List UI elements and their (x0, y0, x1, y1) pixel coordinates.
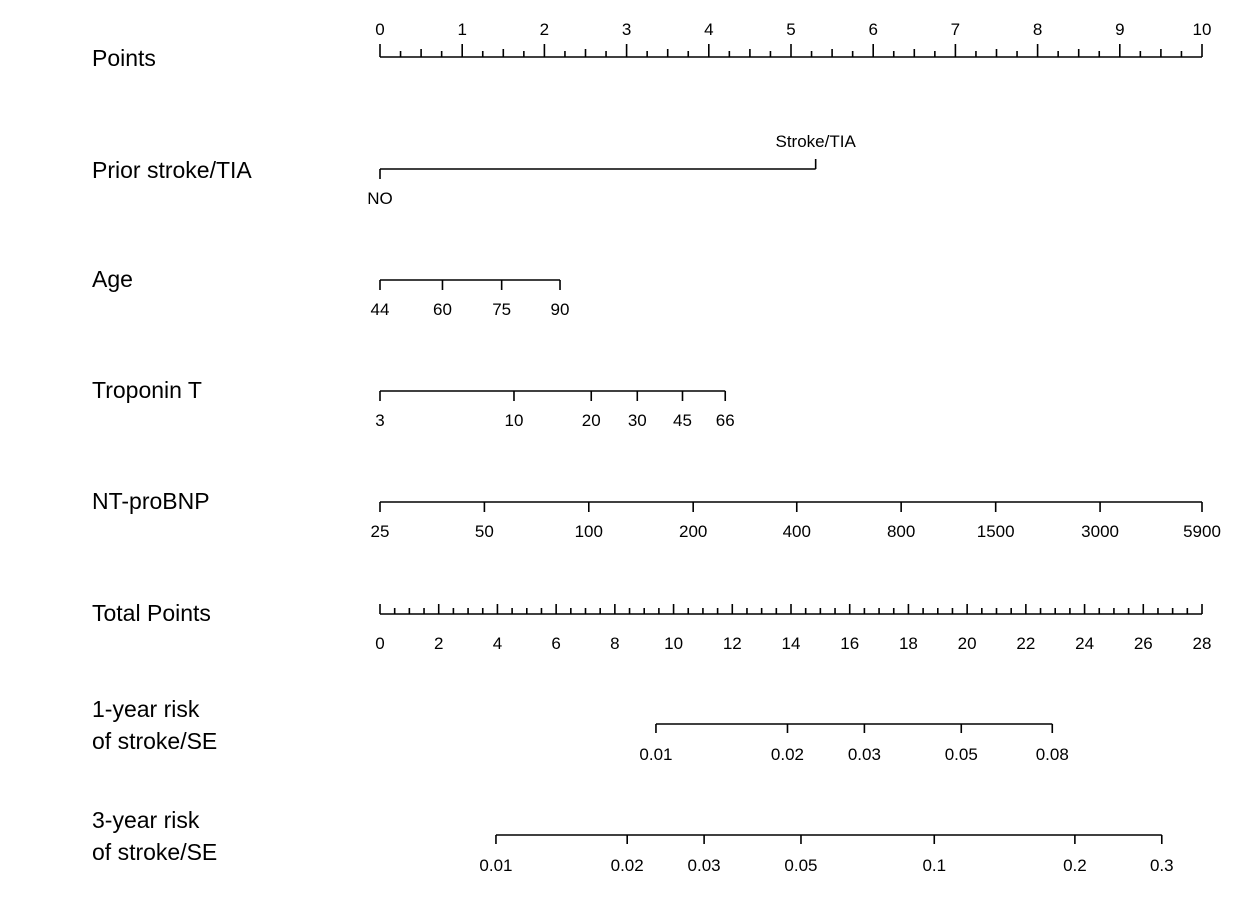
points-tick-label: 9 (1115, 20, 1124, 39)
ntprobnp-tick-label: 800 (887, 522, 915, 541)
row-label-troponin: Troponin T (92, 377, 202, 403)
total-tick-label: 4 (493, 634, 502, 653)
troponin-tick-label: 45 (673, 411, 692, 430)
troponin-tick-label: 30 (628, 411, 647, 430)
row-label-risk3: 3-year risk (92, 807, 200, 833)
points-tick-label: 4 (704, 20, 713, 39)
total-tick-label: 10 (664, 634, 683, 653)
total-tick-label: 0 (375, 634, 384, 653)
points-tick-label: 0 (375, 20, 384, 39)
ntprobnp-tick-label: 1500 (977, 522, 1015, 541)
risk1-tick-label: 0.02 (771, 745, 804, 764)
age-tick-label: 75 (492, 300, 511, 319)
total-tick-label: 12 (723, 634, 742, 653)
total-tick-label: 8 (610, 634, 619, 653)
risk3-tick-label: 0.1 (922, 856, 946, 875)
risk3-tick-label: 0.2 (1063, 856, 1087, 875)
row-label-risk3: of stroke/SE (92, 839, 217, 865)
troponin-tick-label: 66 (716, 411, 735, 430)
points-tick-label: 6 (868, 20, 877, 39)
age-tick-label: 60 (433, 300, 452, 319)
row-label-total: Total Points (92, 600, 211, 626)
age-tick-label: 90 (551, 300, 570, 319)
total-tick-label: 28 (1193, 634, 1212, 653)
points-tick-label: 1 (457, 20, 466, 39)
total-tick-label: 20 (958, 634, 977, 653)
ntprobnp-tick-label: 100 (575, 522, 603, 541)
risk3-tick-label: 0.03 (688, 856, 721, 875)
total-tick-label: 16 (840, 634, 859, 653)
points-tick-label: 8 (1033, 20, 1042, 39)
total-tick-label: 14 (782, 634, 801, 653)
risk1-tick-label: 0.08 (1036, 745, 1069, 764)
ntprobnp-tick-label: 5900 (1183, 522, 1221, 541)
total-tick-label: 24 (1075, 634, 1094, 653)
row-label-prior_stroke: Prior stroke/TIA (92, 157, 252, 183)
ntprobnp-tick-label: 200 (679, 522, 707, 541)
troponin-tick-label: 10 (505, 411, 524, 430)
ntprobnp-tick-label: 25 (371, 522, 390, 541)
points-tick-label: 10 (1193, 20, 1212, 39)
row-label-risk1: 1-year risk (92, 696, 200, 722)
risk1-tick-label: 0.05 (945, 745, 978, 764)
prior-stroke-category-label: NO (367, 189, 393, 208)
total-tick-label: 26 (1134, 634, 1153, 653)
risk1-tick-label: 0.03 (848, 745, 881, 764)
risk1-tick-label: 0.01 (639, 745, 672, 764)
risk3-tick-label: 0.3 (1150, 856, 1174, 875)
troponin-tick-label: 3 (375, 411, 384, 430)
row-label-points: Points (92, 45, 156, 71)
ntprobnp-tick-label: 3000 (1081, 522, 1119, 541)
row-label-age: Age (92, 266, 133, 292)
total-tick-label: 22 (1016, 634, 1035, 653)
ntprobnp-tick-label: 50 (475, 522, 494, 541)
points-tick-label: 2 (540, 20, 549, 39)
total-tick-label: 18 (899, 634, 918, 653)
points-tick-label: 5 (786, 20, 795, 39)
ntprobnp-tick-label: 400 (783, 522, 811, 541)
row-label-ntprobnp: NT-proBNP (92, 488, 210, 514)
total-tick-label: 2 (434, 634, 443, 653)
prior-stroke-category-label: Stroke/TIA (776, 132, 857, 151)
points-tick-label: 7 (951, 20, 960, 39)
risk3-tick-label: 0.01 (479, 856, 512, 875)
troponin-tick-label: 20 (582, 411, 601, 430)
age-tick-label: 44 (371, 300, 390, 319)
row-label-risk1: of stroke/SE (92, 728, 217, 754)
total-tick-label: 6 (551, 634, 560, 653)
risk3-tick-label: 0.05 (784, 856, 817, 875)
risk3-tick-label: 0.02 (611, 856, 644, 875)
points-tick-label: 3 (622, 20, 631, 39)
